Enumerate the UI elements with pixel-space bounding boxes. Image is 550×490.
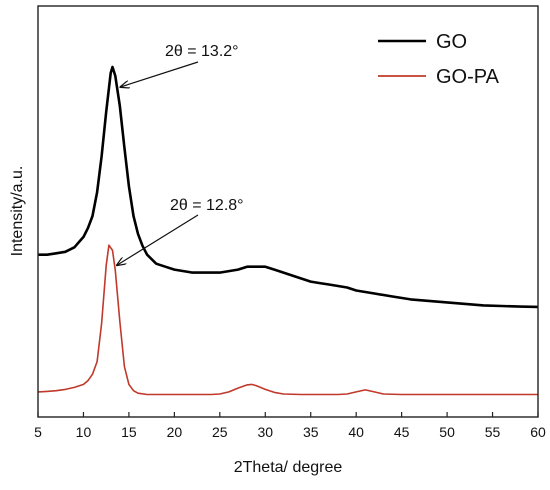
x-tick-label: 40 [348,424,364,440]
x-tick-label: 20 [167,424,183,440]
x-tick-label: 60 [530,424,546,440]
axis-layer: 5 10 15 20 25 30 35 40 45 50 55 60 [34,412,546,440]
series-line-go [38,65,539,309]
x-tick-label: 25 [212,424,228,440]
plot-frame [37,5,539,418]
x-tick-label: 15 [121,424,137,440]
peak-annotation-label: 2θ = 13.2° [165,43,239,60]
x-tick-label: 45 [394,424,410,440]
peak-annotation-label: 2θ = 12.8° [170,197,244,214]
x-tick-label: 55 [485,424,501,440]
x-axis-label: 2Theta/ degree [234,459,343,476]
legend: GO GO-PA [378,31,500,88]
peak-annotation-arrow [117,214,199,265]
x-tick-label: 50 [439,424,455,440]
x-tick-label: 35 [303,424,319,440]
annotations: 2θ = 13.2° 2θ = 12.8° [117,43,244,265]
plot-layer [37,65,539,396]
x-tick-label: 10 [76,424,92,440]
peak-annotation-arrow [121,61,199,87]
y-axis-label: Intensity/a.u. [9,166,26,257]
x-tick-label: 30 [257,424,273,440]
x-tick-label: 5 [34,424,42,440]
legend-label-go-pa: GO-PA [436,66,500,88]
legend-label-go: GO [436,31,467,53]
series-line-go-pa [37,244,538,396]
